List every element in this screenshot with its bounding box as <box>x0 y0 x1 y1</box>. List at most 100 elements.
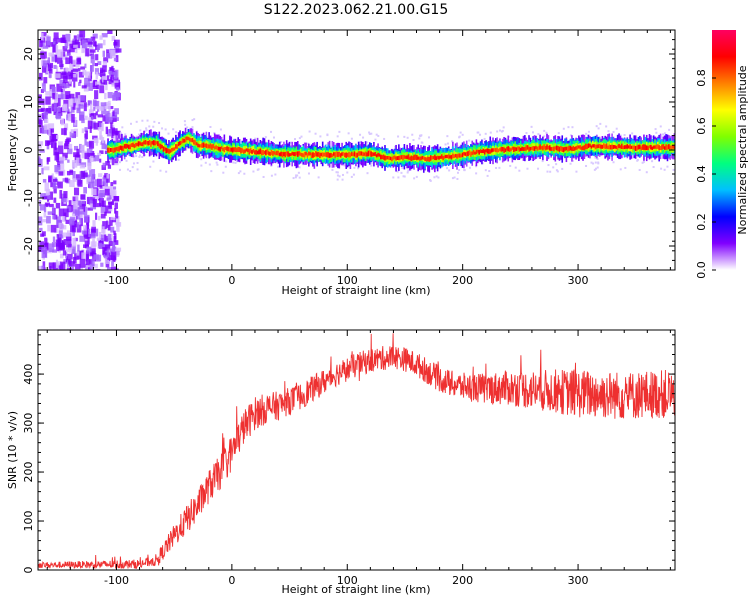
ridge-band <box>208 144 210 149</box>
ridge-halo <box>552 166 555 169</box>
ridge-band <box>222 147 224 151</box>
ridge-halo <box>167 132 170 135</box>
noise-speckle <box>99 35 103 40</box>
ridge-band <box>330 153 332 158</box>
ridge-band <box>236 148 238 152</box>
noise-speckle <box>69 43 75 53</box>
ridge-band <box>492 148 494 152</box>
noise-speckle <box>74 207 80 216</box>
ridge-halo <box>596 157 599 160</box>
ridge-band <box>493 148 496 152</box>
ridge-band <box>485 149 487 153</box>
ridge-halo <box>292 177 295 180</box>
ridge-halo <box>270 130 273 133</box>
noise-speckle <box>76 107 81 114</box>
ridge-halo <box>597 127 600 130</box>
noise-speckle <box>67 148 73 155</box>
noise-speckle <box>93 263 98 269</box>
ridge-band <box>378 153 381 157</box>
ridge-halo <box>131 166 134 169</box>
ridge-band <box>400 155 403 160</box>
noise-speckle <box>81 150 87 159</box>
noise-speckle <box>84 127 88 132</box>
ridge-band <box>508 147 511 152</box>
ridge-band <box>435 156 438 161</box>
noise-speckle <box>51 173 54 180</box>
noise-speckle <box>39 204 46 211</box>
ridge-halo <box>191 126 194 129</box>
noise-speckle <box>82 69 87 76</box>
ridge-halo <box>446 167 449 170</box>
noise-speckle <box>107 100 111 106</box>
ridge-halo <box>177 158 180 161</box>
ridge-band <box>155 141 158 145</box>
ridge-halo <box>619 168 622 171</box>
ridge-band <box>313 152 316 158</box>
noise-speckle <box>69 55 72 64</box>
noise-speckle <box>113 57 117 62</box>
noise-speckle <box>67 81 72 87</box>
noise-speckle <box>114 91 121 97</box>
ridge-band <box>645 145 648 151</box>
ridge-halo <box>476 131 479 134</box>
noise-speckle <box>48 52 55 57</box>
ridge-halo <box>419 135 422 138</box>
ridge-halo <box>124 133 127 136</box>
noise-speckle <box>98 173 103 178</box>
ridge-band <box>121 145 123 151</box>
ridge-band <box>360 151 363 156</box>
ridge-halo <box>555 163 558 166</box>
noise-speckle <box>89 196 96 204</box>
spectrogram-xtick-label: 200 <box>452 274 473 287</box>
snr-xtick-label: 100 <box>337 574 358 587</box>
noise-speckle <box>99 106 104 111</box>
noise-speckle <box>67 40 73 47</box>
noise-speckle <box>103 79 108 85</box>
noise-speckle <box>53 38 58 44</box>
ridge-band <box>612 144 615 149</box>
noise-speckle <box>70 223 76 233</box>
ridge-halo <box>298 176 301 179</box>
ridge-band <box>572 145 575 152</box>
ridge-halo <box>543 135 546 138</box>
noise-speckle <box>79 235 85 242</box>
ridge-halo <box>642 161 645 164</box>
ridge-band <box>219 147 222 152</box>
noise-speckle <box>101 144 107 150</box>
ridge-band <box>421 155 424 160</box>
spectrogram-ytick-label: 10 <box>22 95 35 109</box>
ridge-halo <box>509 164 512 167</box>
ridge-band <box>284 151 287 158</box>
ridge-halo <box>420 141 423 144</box>
ridge-band <box>514 147 516 152</box>
ridge-band <box>137 141 140 147</box>
ridge-halo <box>607 130 610 133</box>
noise-speckle <box>73 205 77 214</box>
noise-speckle <box>38 216 43 226</box>
noise-speckle <box>96 254 102 262</box>
noise-speckle <box>85 267 92 270</box>
ridge-band <box>648 145 651 149</box>
noise-speckle <box>46 215 51 224</box>
ridge-halo <box>257 168 260 171</box>
ridge-halo <box>213 132 216 135</box>
ridge-halo <box>587 130 590 133</box>
noise-speckle <box>58 141 63 146</box>
ridge-band <box>331 153 334 158</box>
noise-speckle <box>95 54 99 61</box>
ridge-band <box>474 151 476 155</box>
noise-speckle <box>39 127 44 134</box>
noise-speckle <box>83 102 87 112</box>
ridge-halo <box>370 132 373 135</box>
ridge-halo <box>118 168 121 171</box>
ridge-halo <box>335 171 338 174</box>
ridge-halo <box>352 173 355 176</box>
ridge-halo <box>308 162 311 165</box>
noise-speckle <box>107 92 113 99</box>
spectrogram-xtick-label: 300 <box>568 274 589 287</box>
noise-speckle <box>94 41 97 47</box>
ridge-halo <box>585 164 588 167</box>
ridge-halo <box>537 156 540 159</box>
ridge-halo <box>475 165 478 168</box>
ridge-band <box>321 152 324 158</box>
